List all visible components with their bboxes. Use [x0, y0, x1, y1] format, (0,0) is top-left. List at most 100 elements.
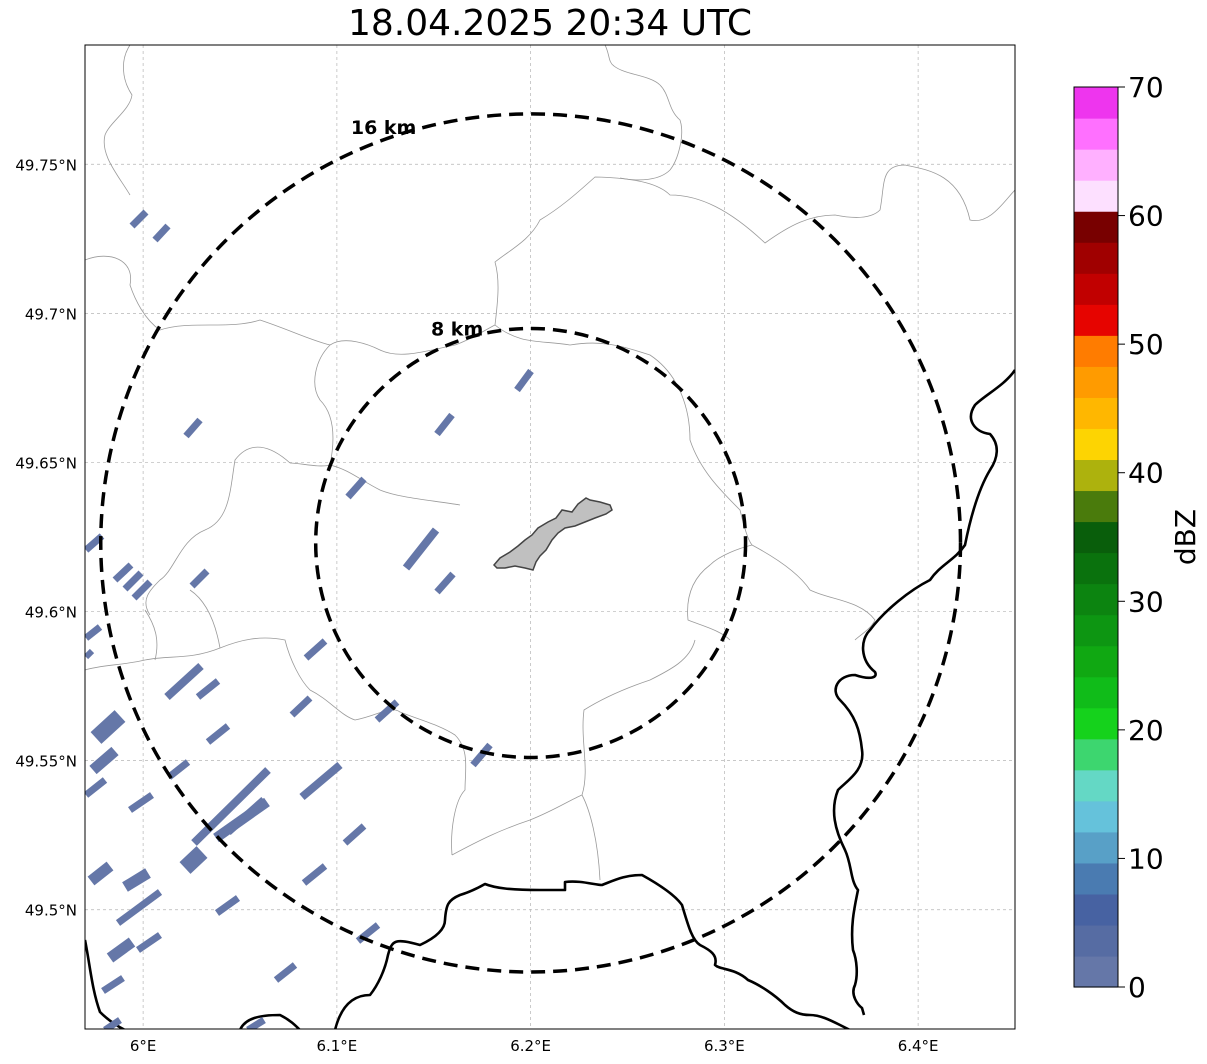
colorbar-frame [1073, 86, 1119, 988]
radar-echo [345, 476, 367, 500]
radar-echo [191, 767, 271, 846]
radar-echo [166, 759, 191, 780]
radar-echo [301, 863, 328, 886]
colorbar-segment [1074, 490, 1118, 523]
radar-echoes [85, 209, 534, 1029]
colorbar-segment [1074, 769, 1118, 802]
radar-echo [434, 571, 456, 595]
x-tick-label: 6.4°E [898, 1037, 939, 1055]
radar-echo [434, 412, 455, 437]
colorbar-tick-label: 40 [1128, 457, 1164, 490]
radar-echo [122, 868, 151, 892]
radar-echo [189, 568, 210, 589]
colorbar-label: dBZ [1169, 509, 1202, 565]
y-tick-label: 49.75°N [15, 156, 77, 174]
radar-echo [106, 937, 136, 963]
colorbar-segment [1074, 87, 1118, 119]
colorbar-segment [1074, 800, 1118, 833]
radar-echo [195, 678, 221, 700]
colorbar-segment [1074, 552, 1118, 585]
range-ring-label: 8 km [431, 318, 483, 340]
radar-echo [303, 638, 328, 661]
radar-echo [129, 209, 149, 229]
colorbar-segment [1074, 428, 1118, 461]
colorbar-segment [1074, 149, 1118, 181]
colorbar-segment [1074, 583, 1118, 616]
radar-echo [342, 823, 367, 846]
radar-echo [136, 932, 162, 953]
radar-echo [131, 579, 153, 601]
radar-echo [85, 777, 108, 798]
radar-echo [122, 570, 144, 592]
axis-ticks: 6°E 6.1°E 6.2°E 6.3°E 6.4°E 49.5°N 49.55°N 49.6… [15, 156, 938, 1055]
colorbar-tick-label: 70 [1128, 71, 1164, 104]
colorbar-segment [1074, 738, 1118, 771]
radar-echo [470, 742, 493, 768]
map-title: 18.04.2025 20:34 UTC [347, 3, 753, 44]
range-ring [99, 112, 963, 974]
x-tick-label: 6.1°E [316, 1037, 357, 1055]
colorbar-segment [1074, 459, 1118, 492]
range-ring [313, 326, 748, 760]
radar-echo [112, 562, 134, 583]
x-tick-label: 6.3°E [704, 1037, 745, 1055]
radar-echo [128, 792, 154, 813]
colorbar-segment [1074, 707, 1118, 740]
x-tick-label: 6°E [130, 1037, 157, 1055]
colorbar-tick-label: 10 [1128, 842, 1164, 875]
colorbar-segment [1074, 614, 1118, 647]
radar-echo [299, 761, 343, 801]
radar-echo [152, 223, 171, 243]
range-ring-label: 16 km [351, 117, 417, 139]
radar-echo [205, 723, 231, 745]
colorbar-segment [1074, 180, 1118, 212]
colorbar-tick-label: 50 [1128, 328, 1164, 361]
y-tick-label: 49.65°N [15, 454, 77, 472]
colorbar-ticks: 0 10 20 30 40 50 60 70 [1118, 71, 1164, 1004]
colorbar: 0 10 20 30 40 50 60 70 dBZ [1073, 71, 1202, 1004]
radar-echo [90, 710, 126, 744]
colorbar-segment [1074, 211, 1118, 243]
national-border [85, 369, 1015, 1029]
radar-echo [164, 663, 204, 700]
radar-echo [87, 861, 114, 886]
radar-echo [273, 962, 298, 983]
colorbar-segment [1074, 862, 1118, 895]
y-tick-label: 49.55°N [15, 753, 77, 771]
radar-echo [246, 1017, 266, 1029]
x-tick-label: 6.2°E [510, 1037, 551, 1055]
radar-echo [183, 417, 203, 439]
colorbar-segment [1074, 242, 1118, 274]
radar-echo [179, 846, 208, 874]
colorbar-segment [1074, 118, 1118, 150]
gridlines [85, 45, 1015, 1029]
radar-echo [89, 746, 119, 775]
colorbar-segment [1074, 893, 1118, 926]
colorbar-tick-label: 30 [1128, 585, 1164, 618]
colorbar-segment [1074, 676, 1118, 709]
radar-echo [514, 368, 534, 393]
radar-echo [225, 797, 267, 835]
colorbar-tick-label: 60 [1128, 200, 1164, 233]
colorbar-segment [1074, 273, 1118, 305]
colorbar-segment [1074, 304, 1118, 336]
radar-echo [214, 895, 241, 916]
city-area [492, 497, 613, 571]
colorbar-segment [1074, 924, 1118, 957]
colorbar-segment [1074, 831, 1118, 864]
colorbar-segment [1074, 335, 1118, 367]
radar-echo [115, 889, 163, 926]
colorbar-tick-label: 20 [1128, 714, 1164, 747]
colorbar-segment [1074, 397, 1118, 429]
colorbar-segment [1074, 521, 1118, 554]
radar-echo [85, 648, 95, 660]
range-rings: 16 km 8 km [99, 112, 963, 974]
colorbar-segments [1074, 87, 1118, 988]
y-tick-label: 49.5°N [25, 902, 77, 920]
map-frame [84, 44, 1016, 1030]
y-tick-label: 49.6°N [25, 604, 77, 622]
radar-echo [374, 699, 400, 723]
municipal-borders [85, 45, 1015, 881]
colorbar-segment [1074, 366, 1118, 398]
colorbar-segment [1074, 645, 1118, 678]
